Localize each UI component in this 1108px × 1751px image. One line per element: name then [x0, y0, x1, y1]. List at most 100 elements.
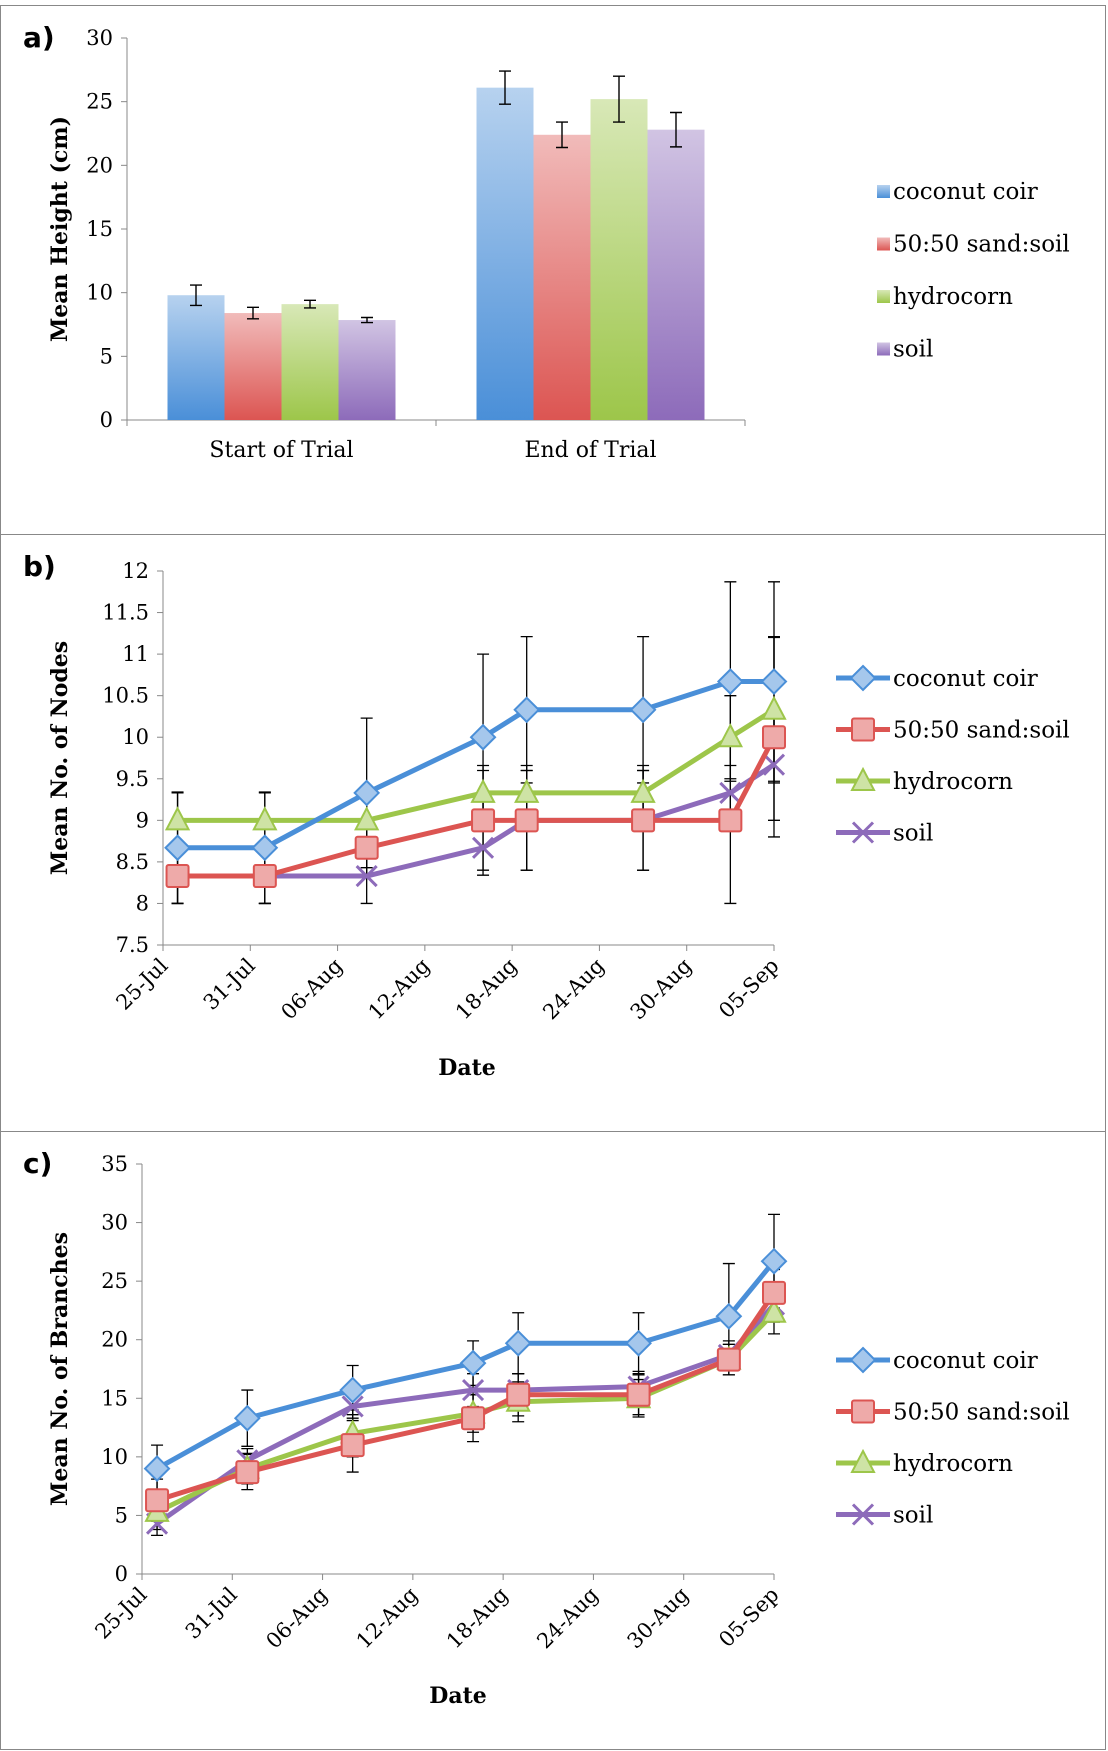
point-marker-diamond	[469, 723, 497, 751]
y-tick-label: 0	[115, 1562, 128, 1586]
legend-item-50-50-sand-soil: 50:50 sand:soil	[836, 1399, 1070, 1426]
point-marker-square	[471, 808, 496, 833]
y-tick-label: 0	[100, 408, 113, 432]
x-category-label: Start of Trial	[209, 438, 353, 463]
error-bar	[190, 284, 202, 307]
legend-item-coconut-coir: coconut coir	[836, 664, 1038, 692]
series-line	[177, 707, 776, 823]
panel-a-height-chart: a) Mean Height (cm) 0 5 10 15 20 25 30 Start of T…	[0, 5, 1106, 535]
x-tick-label: 31-Jul	[181, 1582, 242, 1643]
y-tick-label: 5	[115, 1503, 128, 1527]
legend-item-50-50-sand-soil: 50:50 sand:soil	[836, 717, 1070, 744]
series-line	[177, 762, 776, 879]
point-marker-triangle	[761, 695, 787, 720]
legend-label: coconut coir	[893, 666, 1038, 692]
error-bars-50-50-sand-soil	[171, 636, 780, 905]
y-tick-label: 30	[86, 26, 113, 50]
point-marker-square	[145, 1488, 170, 1513]
point-marker-x	[471, 836, 495, 859]
point-marker-square	[631, 808, 656, 833]
legend-label-coconut-coir: coconut coir	[893, 179, 1038, 205]
point-marker-diamond	[760, 1247, 788, 1275]
point-marker-x	[461, 1379, 485, 1402]
point-marker-triangle	[164, 806, 191, 831]
y-tick-label: 20	[86, 153, 113, 177]
series-coconut-coir	[143, 1247, 788, 1482]
branches-line-chart: c) Mean No. of Branches Date 0 5 10 15 20 25 30 35…	[23, 1147, 1070, 1709]
point-marker-square	[851, 1399, 875, 1424]
legend-swatch-soil	[877, 342, 890, 356]
error-bars-coconut-coir	[151, 1213, 780, 1493]
x-category-label: End of Trial	[524, 438, 656, 463]
x-tick-label: 18-Aug	[442, 1583, 513, 1654]
point-marker-triangle	[761, 1298, 787, 1323]
point-marker-diamond	[143, 1455, 171, 1482]
point-marker-diamond	[513, 696, 541, 724]
point-marker-triangle	[354, 806, 380, 831]
y-tick-label: 10	[101, 1445, 128, 1469]
error-bar	[361, 316, 373, 324]
point-marker-x	[719, 781, 742, 804]
legend-label: coconut coir	[893, 1348, 1038, 1374]
x-tick-label: 12-Aug	[364, 954, 435, 1025]
point-marker-triangle	[850, 766, 876, 791]
y-tick-label: 11.5	[102, 601, 149, 625]
series-line	[156, 1291, 777, 1503]
bar-coconut-coir	[476, 87, 534, 420]
point-marker-diamond	[339, 1376, 367, 1404]
x-tick-label: 24-Aug	[538, 954, 609, 1025]
point-marker-square	[461, 1406, 486, 1431]
x-axis-title: Date	[429, 1683, 487, 1709]
x-tick-label: 06-Aug	[276, 954, 347, 1025]
nodes-line-chart: b) Mean No. of Nodes Date 7.5 8 8.5 9 9.5 10 10.5…	[23, 550, 1070, 1081]
legend-label: soil	[893, 821, 933, 847]
point-marker-square	[718, 808, 743, 833]
point-marker-square	[762, 1280, 786, 1305]
x-tick-label: 05-Sep	[714, 954, 783, 1023]
y-tick-label: 9.5	[116, 767, 149, 791]
point-marker-diamond	[504, 1329, 532, 1357]
y-tick-label: 8.5	[116, 850, 149, 874]
legend-item-hydrocorn: hydrocorn	[836, 766, 1013, 795]
point-marker-square	[851, 717, 875, 742]
legend-swatch-50-50-sand-soil	[877, 237, 890, 251]
bar-hydrocorn	[281, 304, 339, 420]
point-marker-square	[165, 864, 190, 889]
legend-label: 50:50 sand:soil	[893, 718, 1070, 744]
y-tick-label: 5	[100, 344, 113, 368]
point-marker-triangle	[850, 1448, 876, 1473]
height-bar-chart: a) Mean Height (cm) 0 5 10 15 20 25 30 Start of T…	[23, 21, 1070, 463]
bar-soil	[338, 320, 396, 420]
point-marker-triangle	[252, 806, 278, 831]
y-tick-label: 20	[101, 1328, 128, 1352]
point-marker-diamond	[716, 668, 744, 695]
point-marker-x	[762, 753, 786, 776]
series-line	[155, 1302, 776, 1526]
point-marker-diamond	[760, 668, 788, 695]
point-marker-diamond	[715, 1302, 743, 1330]
panel-label: c)	[23, 1147, 52, 1180]
series-line	[177, 679, 774, 851]
point-marker-square	[716, 1347, 741, 1372]
y-tick-label: 8	[136, 891, 149, 915]
x-tick-label: 25-Jul	[111, 953, 172, 1014]
x-tick-label: 12-Aug	[352, 1583, 423, 1654]
x-tick-label: 30-Aug	[626, 954, 697, 1025]
y-tick-label: 9	[136, 808, 149, 832]
point-marker-x	[341, 1395, 364, 1418]
point-marker-triangle	[630, 778, 656, 803]
series-50-50-sand-soil	[165, 725, 786, 889]
series-line	[155, 1259, 776, 1471]
error-bar	[499, 70, 511, 105]
panel-label: a)	[23, 21, 55, 54]
point-marker-x	[851, 821, 875, 844]
y-tick-label: 10.5	[102, 684, 149, 708]
point-marker-diamond	[251, 834, 279, 862]
point-marker-diamond	[459, 1349, 487, 1377]
point-marker-triangle	[717, 723, 744, 748]
error-bar	[304, 299, 316, 309]
bar-hydrocorn	[590, 99, 648, 421]
point-marker-square	[626, 1382, 651, 1407]
legend-label: 50:50 sand:soil	[893, 1400, 1070, 1426]
point-marker-diamond	[353, 779, 381, 807]
